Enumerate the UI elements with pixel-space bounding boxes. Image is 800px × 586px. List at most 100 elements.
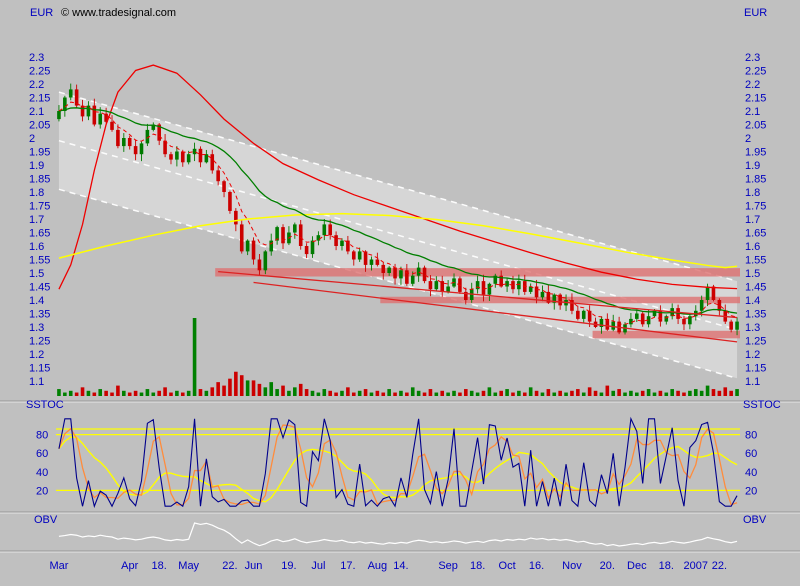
candle-body — [346, 240, 350, 252]
candle-body — [534, 286, 539, 298]
volume-bar — [316, 392, 321, 396]
candle-body — [611, 321, 616, 330]
volume-bar — [640, 390, 645, 396]
slow-red-ma-line — [58, 64, 738, 290]
candle-body — [599, 318, 604, 327]
volume-bar — [387, 389, 391, 396]
volume-bar — [469, 390, 474, 396]
price-tick-label-left: 2.25 — [29, 66, 50, 78]
x-axis-tick-label: Nov — [562, 560, 582, 572]
volume-bar — [381, 392, 386, 396]
volume-bar — [511, 392, 515, 396]
volume-bar — [351, 392, 356, 396]
price-tick-label-right: 1.65 — [745, 228, 766, 240]
volume-bar — [228, 378, 232, 396]
volume-bar — [304, 389, 309, 396]
price-tick-label-right: 1.95 — [745, 147, 766, 159]
price-tick-label-left: 1.9 — [29, 160, 44, 172]
candle-body — [517, 281, 521, 290]
volume-bar — [658, 390, 663, 396]
volume-bar — [198, 389, 203, 396]
candle-body — [581, 310, 586, 319]
volume-bar — [346, 387, 350, 396]
volume-bar — [699, 390, 704, 396]
candle-body — [558, 294, 562, 306]
volume-bar — [139, 392, 144, 396]
volume-bar — [334, 392, 338, 396]
candle-body — [546, 291, 551, 303]
volume-bar — [74, 392, 79, 396]
volume-bar — [298, 383, 303, 396]
price-tick-label-right: 2.2 — [745, 79, 760, 91]
volume-bar — [363, 389, 368, 396]
candle-body — [528, 286, 533, 292]
x-axis-tick-label: 22. — [222, 560, 237, 572]
candle-body — [204, 154, 209, 163]
volume-bar — [104, 390, 108, 396]
volume-bar — [287, 390, 291, 396]
volume-bar — [98, 389, 103, 396]
volume-bar — [717, 390, 722, 396]
price-tick-label-right: 2.25 — [745, 66, 766, 78]
obv-panel-label-right: OBV — [743, 514, 767, 526]
volume-bar — [180, 392, 185, 396]
volume-bar — [234, 371, 238, 396]
candle-body — [587, 310, 592, 322]
price-tick-label-right: 2.05 — [745, 120, 766, 132]
volume-bar — [599, 392, 604, 396]
sstoc-tick-label-right: 40 — [745, 467, 757, 479]
volume-bar — [711, 389, 716, 396]
sstoc-panel — [56, 416, 740, 509]
volume-bar — [257, 383, 262, 396]
candle-body — [228, 192, 232, 211]
volume-bar — [540, 392, 545, 396]
price-tick-label-left: 1.3 — [29, 322, 44, 334]
candle-body — [399, 270, 403, 279]
volume-bar — [369, 392, 374, 396]
candle-body — [499, 275, 503, 287]
volume-bar — [522, 392, 527, 396]
volume-bar — [322, 389, 327, 396]
x-axis-tick-label: Oct — [499, 560, 516, 572]
candle-body — [104, 113, 108, 122]
volume-bar — [576, 389, 580, 396]
volume-bar — [163, 387, 167, 396]
price-tick-label-right: 1.8 — [745, 187, 760, 199]
volume-bar — [646, 389, 651, 396]
sstoc-tick-label-left: 20 — [36, 485, 48, 497]
volume-bar — [110, 392, 114, 396]
price-tick-label-left: 1.15 — [29, 363, 50, 375]
price-panel — [57, 64, 740, 396]
price-tick-label-right: 1.35 — [745, 309, 766, 321]
volume-bar — [216, 382, 220, 396]
volume-bar — [493, 392, 498, 396]
candle-body — [116, 129, 120, 147]
candle-body — [735, 321, 739, 330]
volume-bar — [428, 389, 433, 396]
volume-bar — [245, 380, 250, 396]
price-tick-label-right: 1.5 — [745, 268, 760, 280]
price-tick-label-left: 1.65 — [29, 228, 50, 240]
volume-bar — [693, 389, 698, 396]
volume-bar — [705, 385, 710, 396]
fast-red-dashed-ma-line — [58, 101, 738, 325]
candle-body — [405, 270, 409, 284]
candle-body — [464, 291, 468, 300]
volume-bar — [422, 392, 427, 396]
price-tick-label-left: 1.55 — [29, 255, 50, 267]
candle-body — [434, 281, 439, 290]
volume-bar — [611, 390, 616, 396]
volume-bar — [605, 385, 610, 396]
price-tick-label-right: 1.45 — [745, 282, 766, 294]
volume-bar — [175, 390, 179, 396]
volume-bar — [475, 392, 480, 396]
candle-body — [357, 251, 362, 260]
candle-body — [635, 313, 639, 319]
price-tick-label-left: 1.25 — [29, 336, 50, 348]
volume-bar — [263, 387, 268, 396]
volume-bar — [251, 380, 256, 396]
candle-body — [481, 281, 486, 295]
candle-body — [169, 154, 173, 160]
candle-body — [298, 224, 303, 246]
